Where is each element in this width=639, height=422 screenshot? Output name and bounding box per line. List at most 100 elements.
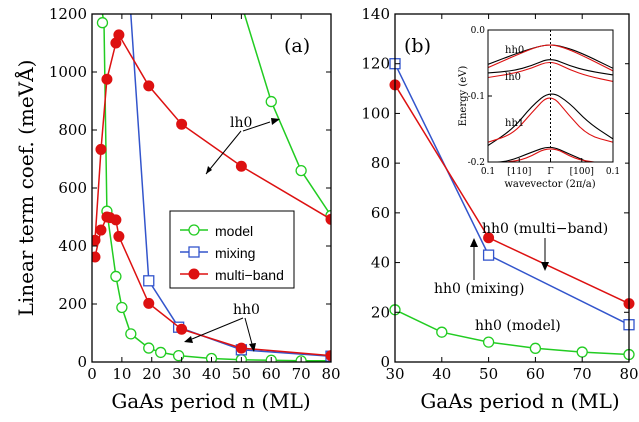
panel-a-label: (a): [284, 35, 310, 57]
inset-ytick-label: -0.2: [468, 158, 485, 168]
panel-b-ytick-label: 60: [371, 204, 390, 222]
inset-band-structure: 0.0-0.1-0.20.1 [110] Γ [100] 0.1 hh0 lh0 hh1…: [458, 20, 625, 190]
annotation-lh0-arrow-1: [205, 130, 242, 175]
inset-marks: [488, 44, 613, 162]
annotation-hh0-multiband-arrowhead: [541, 262, 549, 271]
panel-b-frame: [394, 13, 630, 363]
data-point-model: [125, 328, 137, 340]
panel-b-xtick-label: 50: [479, 365, 498, 383]
panel-b-label: (b): [404, 35, 431, 57]
inset-band-2: [488, 59, 613, 76]
series-line-multiband: [94, 33, 331, 241]
panel-a-xtick-label: 70: [292, 365, 311, 383]
data-point-multiband: [235, 342, 247, 354]
panel-a-xtick-label: 30: [172, 365, 191, 383]
inset-xtick-label: 0.1: [606, 167, 620, 177]
panel-a-ylabel: Linear term coef. (meVÅ): [13, 60, 38, 317]
annotation-hh0: hh0: [233, 302, 260, 318]
inset-band-7: [506, 148, 595, 162]
inset-ytick-label: -0.1: [468, 92, 485, 102]
series-line-model: [394, 309, 630, 356]
panel-b: 30 40 50 60 70 80 0 20 40 60 80 100 120 140 (b) GaAs …: [361, 5, 638, 413]
data-point-multiband: [143, 297, 155, 309]
legend-label-model: model: [215, 223, 253, 239]
data-point-multiband: [325, 350, 331, 362]
panel-a-marks: [92, 14, 331, 362]
inset-plot-area: [488, 44, 613, 162]
panel-b-ytick-label: 80: [371, 154, 390, 172]
legend-items: [180, 224, 208, 280]
panel-a-xtick-label: 50: [232, 365, 251, 383]
annotation-hh0-multiband: hh0 (multi−band): [482, 221, 608, 237]
inset-band-1: [488, 44, 613, 72]
panel-b-ytick-label: 100: [361, 104, 390, 122]
panel-a-ytick-label: 800: [58, 121, 87, 139]
data-point-multiband: [235, 160, 247, 172]
annotation-hh0-arrowhead-1: [184, 336, 193, 343]
data-point-multiband: [176, 118, 188, 130]
annotation-hh0-mixing-arrowhead: [470, 238, 478, 247]
panel-b-ytick-label: 140: [361, 5, 390, 23]
data-point-multiband: [143, 80, 155, 92]
data-point-multiband: [110, 214, 122, 226]
inset-ticks: 0.0-0.1-0.20.1 [110] Γ [100] 0.1: [468, 26, 621, 177]
panel-a-xlabel: GaAs period n (ML): [111, 389, 310, 413]
annotation-lh0-arrowhead-2: [271, 118, 280, 125]
data-point-model: [576, 346, 588, 358]
inset-label-hh0: hh0: [505, 45, 524, 56]
inset-xtick-label: Γ: [547, 167, 553, 177]
data-point-model: [110, 270, 122, 283]
inset-ytick-label: 0.0: [471, 26, 486, 36]
inset-band-3: [488, 61, 613, 83]
panel-a-frame: [91, 13, 332, 363]
data-point-multiband: [113, 230, 125, 242]
panel-a-xtick-label: 0: [87, 365, 97, 383]
panel-a-xtick-label: 40: [202, 365, 221, 383]
data-point-multiband: [101, 73, 113, 85]
panel-a-ytick-label: 200: [58, 295, 87, 313]
data-point-multiband: [95, 143, 107, 155]
panel-a-ytick-label: 1000: [49, 63, 87, 81]
data-point-multiband: [325, 213, 331, 225]
panel-a-ytick-label: 600: [58, 179, 87, 197]
series-line-mixing: [130, 14, 331, 357]
series-line-multiband: [94, 216, 331, 357]
inset-band-5: [488, 97, 613, 143]
annotation-lh0: lh0: [230, 115, 252, 131]
data-point-model: [155, 346, 167, 359]
panel-b-ytick-label: 120: [361, 55, 390, 73]
inset-xtick-label: [100]: [570, 167, 594, 177]
legend-marker-multiband: [188, 268, 200, 280]
panel-a-plot-area: [92, 14, 331, 362]
panel-a-ytick-label: 1200: [49, 5, 87, 23]
legend-marker-mixing: [188, 246, 200, 258]
annotation-hh0-arrow-1: [191, 317, 244, 340]
data-point-mixing: [482, 249, 495, 261]
inset-xlabel: wavevector (2π/a): [504, 179, 595, 190]
legend-label-mixing: mixing: [215, 245, 255, 261]
panel-b-ytick-label: 20: [371, 303, 390, 321]
annotation-lh0-arrow-2: [242, 121, 271, 132]
data-point-multiband: [92, 251, 101, 263]
annotation-hh0-arrowhead-2: [249, 343, 256, 352]
panel-a-ytick-label: 0: [77, 353, 87, 371]
data-point-multiband: [113, 29, 125, 41]
data-point-model: [116, 301, 128, 314]
legend-label-multiband: multi−band: [215, 267, 284, 283]
annotation-lh0-arrowhead-1: [206, 166, 212, 174]
panel-b-xlabel: GaAs period n (ML): [420, 389, 619, 413]
data-point-multiband: [176, 323, 188, 335]
inset-xtick-label: 0.1: [481, 167, 495, 177]
data-point-model: [295, 164, 307, 177]
annotation-hh0-mixing: hh0 (mixing): [434, 281, 524, 297]
inset-background: [479, 20, 625, 165]
panel-b-xtick-label: 80: [619, 365, 638, 383]
legend: model mixing multi−band: [169, 210, 295, 289]
data-point-multiband: [92, 234, 101, 246]
inset-band-4: [488, 93, 613, 146]
annotation-hh0-model: hh0 (model): [475, 318, 561, 334]
data-point-model: [436, 326, 448, 338]
panel-a-xtick-label: 10: [112, 365, 131, 383]
